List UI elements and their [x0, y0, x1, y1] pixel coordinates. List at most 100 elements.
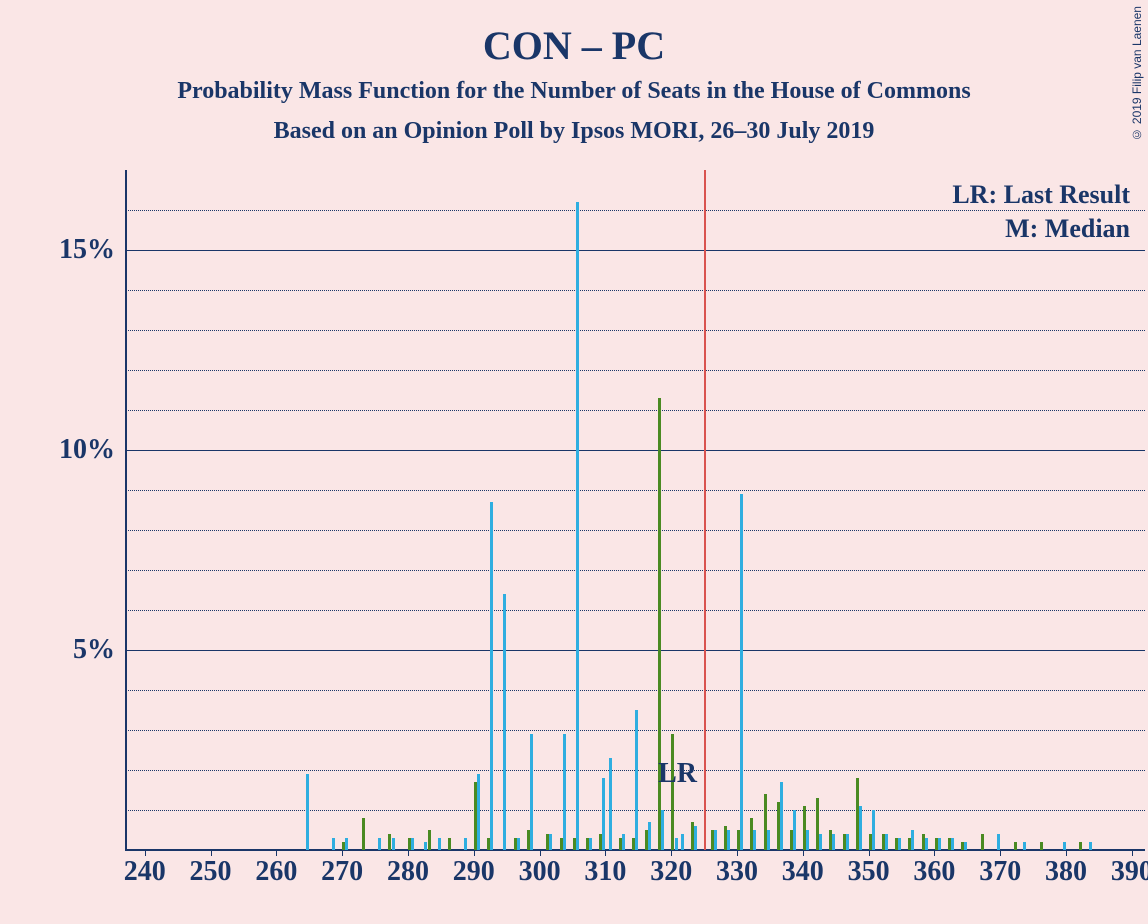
bar-green	[908, 838, 911, 850]
bar-green	[829, 830, 832, 850]
bar-blue	[609, 758, 612, 850]
bar-blue	[740, 494, 743, 850]
bar-blue	[872, 810, 875, 850]
bar-green	[448, 838, 451, 850]
chart-subtitle-2: Based on an Opinion Poll by Ipsos MORI, …	[0, 118, 1148, 145]
bar-blue	[753, 830, 756, 850]
x-tick-mark	[803, 850, 804, 856]
bar-green	[546, 834, 549, 850]
bar-blue	[602, 778, 605, 850]
bar-green	[803, 806, 806, 850]
bar-blue	[563, 734, 566, 850]
bar-green	[724, 826, 727, 850]
x-tick-mark	[408, 850, 409, 856]
bar-green	[586, 838, 589, 850]
x-tick-mark	[474, 850, 475, 856]
bar-green	[935, 838, 938, 850]
bar-blue	[648, 822, 651, 850]
bar-blue	[576, 202, 579, 850]
gridline-minor	[125, 570, 1145, 571]
x-tick-mark	[1132, 850, 1133, 856]
bar-green	[691, 822, 694, 850]
bar-blue	[767, 830, 770, 850]
bar-green	[527, 830, 530, 850]
bar-green	[816, 798, 819, 850]
reference-line-last-result	[704, 170, 706, 850]
bar-green	[560, 838, 563, 850]
bar-green	[645, 830, 648, 850]
bar-blue	[898, 838, 901, 850]
bar-blue	[832, 834, 835, 850]
bar-green	[750, 818, 753, 850]
bar-blue	[464, 838, 467, 850]
bar-green	[948, 838, 951, 850]
bar-green	[961, 842, 964, 850]
bar-blue	[727, 830, 730, 850]
bar-blue	[378, 838, 381, 850]
bar-green	[1040, 842, 1043, 850]
bar-blue	[694, 826, 697, 850]
bar-blue	[411, 838, 414, 850]
bar-green	[474, 782, 477, 850]
bar-green	[737, 830, 740, 850]
bar-blue	[438, 838, 441, 850]
bar-blue	[819, 834, 822, 850]
bar-blue	[622, 834, 625, 850]
chart-subtitle-1: Probability Mass Function for the Number…	[0, 78, 1148, 105]
bar-green	[764, 794, 767, 850]
plot-area: 5%10%15%24025026027028029030031032033034…	[125, 170, 1145, 850]
bar-blue	[517, 838, 520, 850]
gridline-major	[125, 650, 1145, 651]
gridline-minor	[125, 210, 1145, 211]
bar-blue	[675, 838, 678, 850]
bar-green	[869, 834, 872, 850]
bar-green	[777, 802, 780, 850]
bar-green	[342, 842, 345, 850]
x-tick-mark	[1000, 850, 1001, 856]
x-tick-mark	[145, 850, 146, 856]
y-tick-label: 5%	[73, 634, 125, 666]
bar-blue	[1023, 842, 1026, 850]
bar-blue	[951, 838, 954, 850]
bar-green	[632, 838, 635, 850]
y-axis	[125, 170, 127, 850]
bar-green	[843, 834, 846, 850]
bar-green	[514, 838, 517, 850]
bar-green	[856, 778, 859, 850]
gridline-minor	[125, 370, 1145, 371]
bar-blue	[793, 810, 796, 850]
bar-green	[711, 830, 714, 850]
gridline-minor	[125, 410, 1145, 411]
gridline-major	[125, 250, 1145, 251]
bar-blue	[859, 806, 862, 850]
bar-blue	[806, 830, 809, 850]
bar-blue	[530, 734, 533, 850]
y-tick-label: 15%	[59, 234, 125, 266]
x-tick-mark	[276, 850, 277, 856]
bar-blue	[911, 830, 914, 850]
bar-green	[408, 838, 411, 850]
bar-blue	[997, 834, 1000, 850]
gridline-minor	[125, 610, 1145, 611]
bar-green	[573, 838, 576, 850]
x-tick-mark	[869, 850, 870, 856]
x-tick-label: 390	[1111, 850, 1148, 888]
gridline-major	[125, 450, 1145, 451]
bar-green	[1014, 842, 1017, 850]
bar-blue	[306, 774, 309, 850]
bar-blue	[549, 834, 552, 850]
x-tick-mark	[540, 850, 541, 856]
bar-blue	[392, 838, 395, 850]
bar-blue	[1063, 842, 1066, 850]
bar-green	[388, 834, 391, 850]
bar-blue	[681, 834, 684, 850]
lr-marker-label: LR	[658, 758, 697, 790]
bar-blue	[589, 838, 592, 850]
copyright-text: © 2019 Filip van Laenen	[1130, 6, 1144, 141]
bar-green	[599, 834, 602, 850]
bar-green	[671, 734, 674, 850]
gridline-minor	[125, 290, 1145, 291]
bar-blue	[345, 838, 348, 850]
gridline-minor	[125, 690, 1145, 691]
legend-median: M: Median	[1005, 214, 1130, 244]
